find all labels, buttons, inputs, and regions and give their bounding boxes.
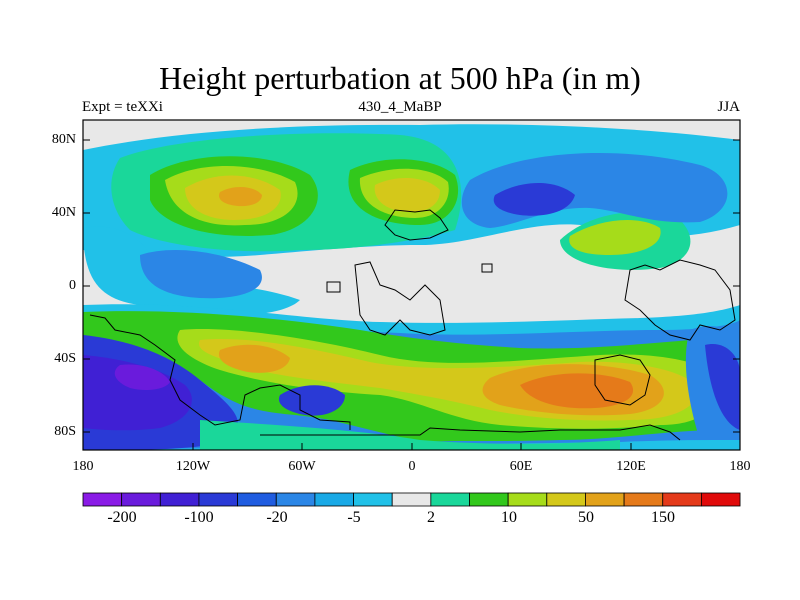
south-neg-west-deepest bbox=[83, 355, 192, 431]
colorbar-swatch bbox=[701, 492, 741, 507]
colorbar-label: 2 bbox=[427, 509, 435, 526]
coastline-antarctica bbox=[260, 424, 681, 441]
colorbar-label: 10 bbox=[501, 509, 517, 526]
colorbar-swatch bbox=[662, 492, 702, 507]
colorbar-swatch bbox=[430, 492, 470, 507]
coastline-island bbox=[326, 281, 341, 293]
south-neg-west-purple bbox=[114, 364, 170, 390]
south-neg-east-deep bbox=[705, 344, 740, 430]
colorbar-label: -5 bbox=[347, 509, 361, 526]
lat-label-80n: 80N bbox=[51, 132, 76, 147]
equatorial-mid bbox=[140, 250, 262, 299]
lon-label-180w: 180 bbox=[72, 459, 94, 474]
lat-label-0: 0 bbox=[69, 278, 76, 293]
lat-label-40s: 40S bbox=[54, 351, 76, 366]
lat-label-40n: 40N bbox=[51, 205, 76, 220]
antarctic-strip-light bbox=[200, 420, 620, 450]
north-blue-deep bbox=[493, 182, 575, 216]
season-label: JJA bbox=[717, 99, 740, 115]
colorbar-swatch bbox=[159, 492, 200, 507]
colorbar-swatch bbox=[507, 492, 548, 507]
arctic-core-west bbox=[219, 186, 262, 207]
coastline-africa bbox=[354, 261, 446, 336]
lon-label-120e: 120E bbox=[616, 459, 646, 474]
colorbar-swatch bbox=[353, 492, 393, 507]
colorbar-swatch bbox=[469, 492, 509, 507]
map-title: Height perturbation at 500 hPa (in m) bbox=[159, 60, 641, 96]
experiment-label: Expt = teXXi bbox=[82, 99, 163, 115]
lon-label-0: 0 bbox=[408, 459, 416, 474]
green-lens-east bbox=[569, 220, 661, 255]
colorbar-label: -100 bbox=[184, 509, 214, 526]
colorbar-swatch bbox=[237, 492, 277, 507]
colorbar-swatch bbox=[391, 492, 432, 507]
colorbar-label: -20 bbox=[266, 509, 288, 526]
lon-label-60e: 60E bbox=[509, 459, 533, 474]
lat-ticks bbox=[83, 139, 740, 433]
colorbar-swatch bbox=[121, 492, 161, 507]
coastline-europe bbox=[384, 209, 449, 241]
coastlines bbox=[89, 209, 736, 441]
colorbar-swatch bbox=[198, 492, 238, 507]
equatorial-light bbox=[83, 226, 300, 316]
colorbar-swatch bbox=[314, 492, 354, 507]
colorbar-swatch bbox=[546, 492, 586, 507]
colorbar-label: 50 bbox=[578, 509, 594, 526]
colorbar-swatch bbox=[623, 492, 664, 507]
lon-label-60w: 60W bbox=[288, 459, 316, 474]
lon-label-120w: 120W bbox=[175, 459, 211, 474]
lon-label-180e: 180 bbox=[729, 459, 751, 474]
colorbar-swatch bbox=[82, 492, 123, 507]
south-pos-orange-west bbox=[218, 344, 290, 373]
coastline-island-2 bbox=[481, 263, 493, 273]
colorbar-swatch bbox=[585, 492, 625, 507]
coastline-asia-east bbox=[624, 259, 736, 341]
colorbar-swatch bbox=[275, 492, 316, 507]
colorbar-label: -200 bbox=[107, 509, 137, 526]
period-label: 430_4_MaBP bbox=[358, 99, 442, 115]
colorbar-label: 150 bbox=[651, 509, 675, 526]
lat-label-80s: 80S bbox=[54, 424, 76, 439]
colorbar bbox=[82, 492, 741, 507]
coastline-south-america bbox=[89, 314, 351, 430]
coastline-australia bbox=[594, 354, 651, 406]
lon-ticks bbox=[82, 443, 741, 450]
contour-field bbox=[83, 120, 740, 450]
arctic-yellow-east bbox=[374, 178, 440, 212]
